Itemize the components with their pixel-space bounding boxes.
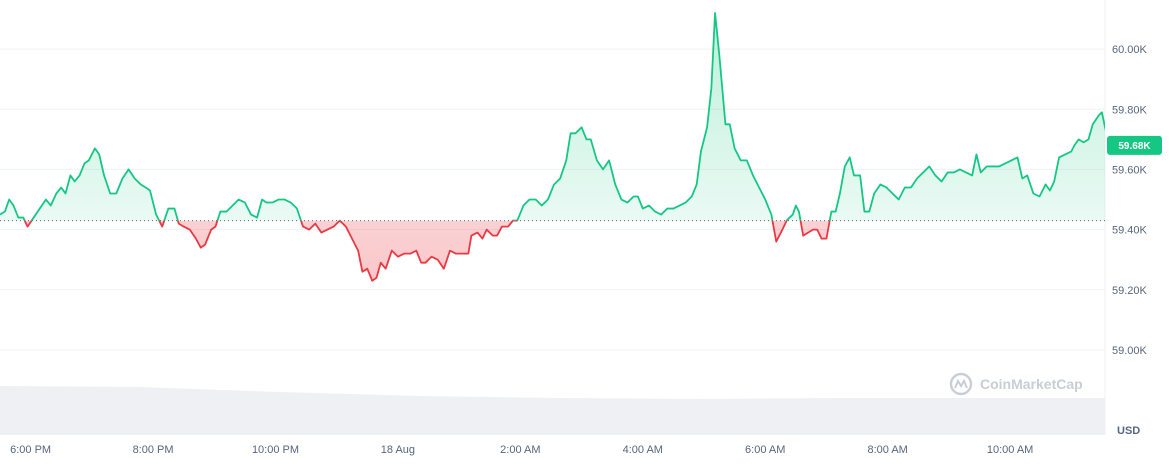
x-tick-label: 18 Aug xyxy=(381,444,415,456)
y-tick-label: 59.20K xyxy=(1112,285,1148,297)
area-fill-up xyxy=(0,13,1105,221)
watermark-text: CoinMarketCap xyxy=(980,376,1083,392)
price-line xyxy=(0,12,1105,282)
x-tick-label: 8:00 PM xyxy=(133,444,174,456)
coinmarketcap-logo-icon xyxy=(949,372,973,396)
price-area xyxy=(0,13,1105,281)
x-tick-label: 4:00 AM xyxy=(623,444,663,456)
y-tick-label: 60.00K xyxy=(1112,44,1148,56)
currency-label: USD xyxy=(1117,425,1140,437)
x-tick-label: 10:00 AM xyxy=(987,444,1033,456)
y-tick-label: 59.00K xyxy=(1112,345,1148,357)
x-tick-label: 6:00 PM xyxy=(10,444,51,456)
price-line-down xyxy=(23,220,831,282)
price-line-up xyxy=(0,12,1105,221)
gridlines xyxy=(0,0,1106,435)
area-fill-down xyxy=(0,220,1105,281)
volume-area xyxy=(0,386,1105,435)
x-tick-label: 6:00 AM xyxy=(745,444,785,456)
current-price-text: 59.68K xyxy=(1118,141,1151,152)
x-tick-label: 2:00 AM xyxy=(500,444,540,456)
y-tick-label: 59.40K xyxy=(1112,225,1148,237)
y-tick-label: 59.60K xyxy=(1112,164,1148,176)
x-tick-label: 8:00 AM xyxy=(867,444,907,456)
watermark: CoinMarketCap xyxy=(949,372,1083,396)
y-tick-label: 59.80K xyxy=(1112,104,1148,116)
volume-bars xyxy=(0,386,1105,435)
current-price-badge: 59.68K xyxy=(1107,135,1162,155)
y-axis: 60.00K 59.80K 59.60K 59.40K 59.20K 59.00K xyxy=(1112,44,1148,357)
x-axis: 6:00 PM 8:00 PM 10:00 PM 18 Aug 2:00 AM 4:00 … xyxy=(10,444,1033,456)
x-tick-label: 10:00 PM xyxy=(252,444,299,456)
